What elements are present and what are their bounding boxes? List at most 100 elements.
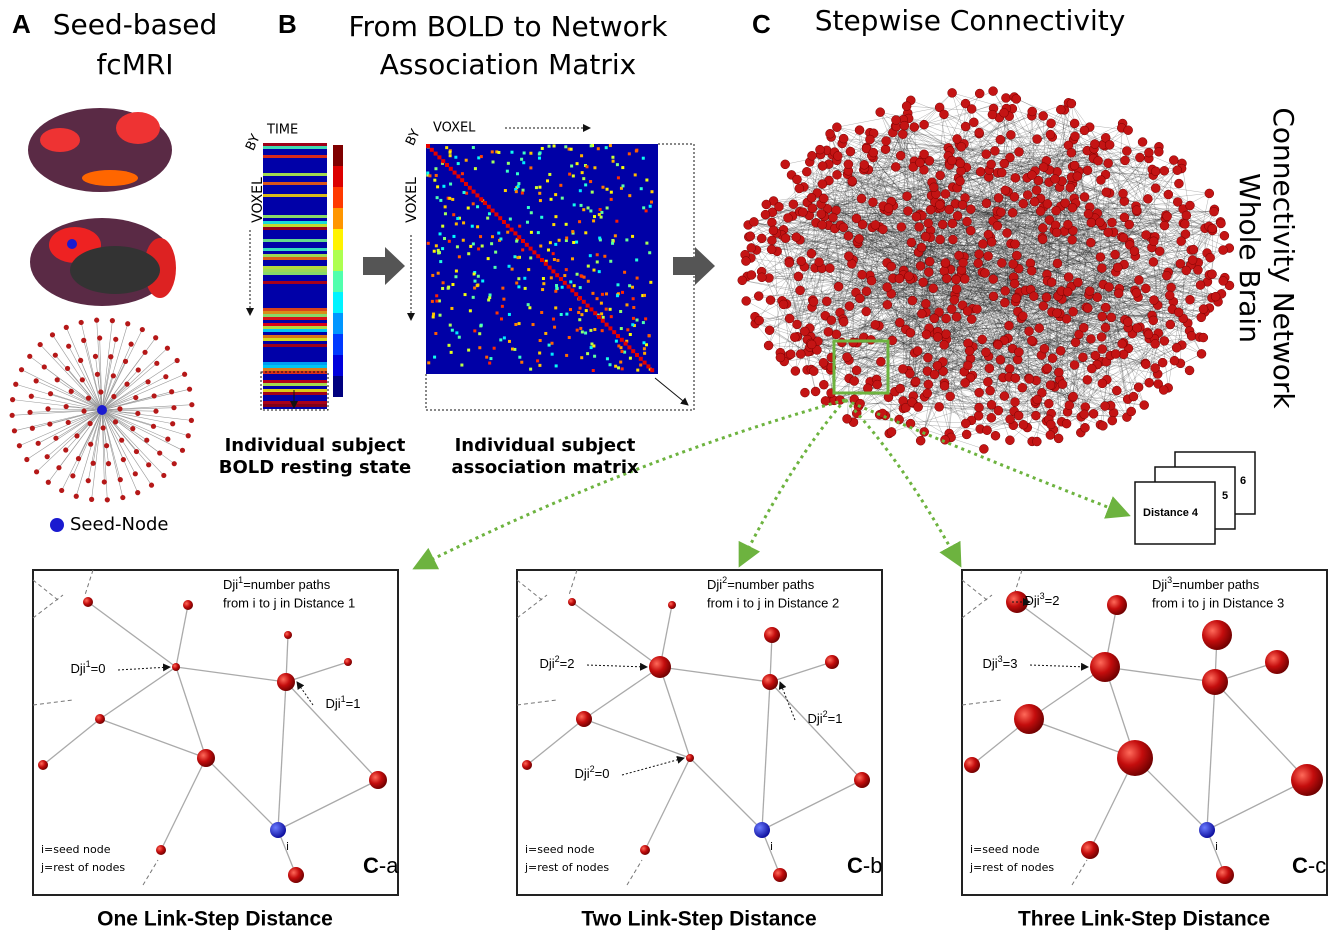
tag-suffix: -b <box>863 853 883 878</box>
node <box>950 295 959 304</box>
node <box>1078 353 1087 362</box>
node <box>896 384 905 393</box>
matrix-cell <box>615 220 618 223</box>
node <box>121 457 126 462</box>
node <box>1187 331 1196 340</box>
node <box>1134 276 1143 285</box>
node <box>1151 363 1160 372</box>
node <box>792 233 801 242</box>
node <box>1164 190 1173 199</box>
node <box>140 327 145 332</box>
node <box>1008 208 1017 217</box>
node <box>163 374 168 379</box>
diag-cell <box>589 307 593 311</box>
matrix-cell <box>526 221 529 224</box>
matrix-cell <box>582 208 585 211</box>
heat-row <box>263 362 327 365</box>
matrix-cell <box>611 239 614 242</box>
matrix-cell <box>576 162 579 165</box>
diag-cell <box>605 323 609 327</box>
matrix-cell <box>642 206 645 209</box>
diag-cell <box>536 254 540 258</box>
node <box>1121 156 1130 165</box>
matrix-cell <box>494 266 497 269</box>
matrix-cell <box>591 292 594 295</box>
node <box>1052 309 1061 318</box>
node <box>994 193 1003 202</box>
node <box>1080 192 1089 201</box>
node <box>1182 266 1191 275</box>
matrix-cell <box>597 147 600 150</box>
matrix-cell <box>593 215 596 218</box>
matrix-cell <box>457 162 460 165</box>
panel-caption: Two Link-Step Distance <box>581 908 816 931</box>
matrix-cell <box>580 154 583 157</box>
node <box>785 258 794 267</box>
node <box>1073 172 1082 181</box>
matrix-cell <box>473 280 476 283</box>
diag-cell <box>468 186 472 190</box>
matrix-cell <box>547 248 550 251</box>
node <box>997 168 1006 177</box>
label-base: Dji <box>574 766 589 781</box>
node <box>961 419 970 428</box>
matrix-cell <box>592 269 595 272</box>
node <box>129 342 134 347</box>
matrix-cell <box>549 241 552 244</box>
node <box>1165 291 1174 300</box>
matrix-cell <box>554 306 557 309</box>
matrix-cell <box>621 166 624 169</box>
matrix-cell <box>448 240 451 243</box>
matrix-cell <box>606 206 609 209</box>
matrix-cell <box>596 260 599 263</box>
node <box>989 292 998 301</box>
node <box>1177 237 1186 246</box>
matrix-cell <box>600 211 603 214</box>
node <box>136 367 141 372</box>
node <box>1056 346 1065 355</box>
node <box>828 213 837 222</box>
node <box>65 366 70 371</box>
node <box>1188 255 1197 264</box>
colorbar <box>333 208 343 229</box>
matrix-cell <box>538 192 541 195</box>
node <box>288 867 304 883</box>
node <box>1051 175 1060 184</box>
node <box>48 391 53 396</box>
node <box>906 328 915 337</box>
matrix-cell <box>556 259 559 262</box>
matrix-cell <box>609 144 612 147</box>
diag-cell <box>456 174 460 178</box>
matrix-cell <box>560 313 563 316</box>
node <box>953 211 962 220</box>
node <box>757 273 766 282</box>
node <box>757 234 766 243</box>
node <box>135 490 140 495</box>
node <box>111 394 116 399</box>
node <box>1186 295 1195 304</box>
node <box>1219 246 1228 255</box>
node <box>1063 287 1072 296</box>
matrix-cell <box>554 290 557 293</box>
node <box>151 424 156 429</box>
matrix-cell <box>580 356 583 359</box>
node <box>1160 166 1169 175</box>
matrix-cell <box>589 329 592 332</box>
side-label: Connectivity Network <box>1267 107 1300 409</box>
matrix-cell <box>628 152 631 155</box>
node <box>30 426 35 431</box>
node <box>887 427 896 436</box>
node <box>876 108 885 117</box>
diag-cell <box>646 364 650 368</box>
heat-row <box>263 182 327 185</box>
node <box>1033 135 1042 144</box>
node <box>766 296 775 305</box>
node <box>1163 212 1172 221</box>
node <box>170 421 175 426</box>
figure: 65Distance 4iDji1=number pathsfrom i to … <box>0 0 1333 932</box>
matrix-cell <box>553 144 556 147</box>
node <box>738 276 747 285</box>
diag-cell <box>441 159 445 163</box>
node <box>993 221 1002 230</box>
matrix-cell <box>539 199 542 202</box>
